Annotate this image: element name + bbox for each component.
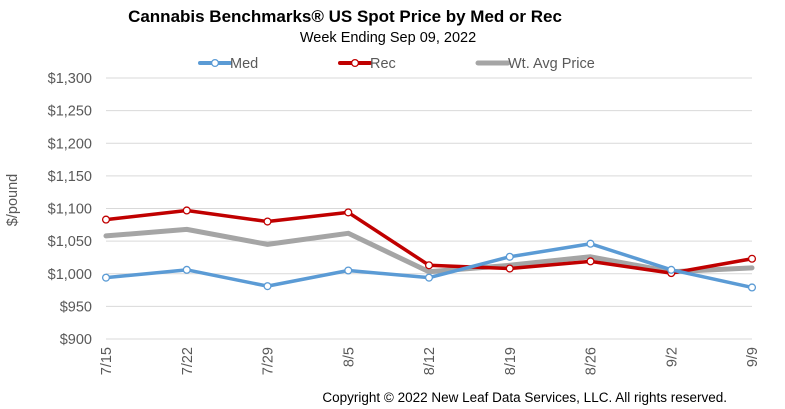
data-point-rec (505, 264, 514, 273)
chart-title: Cannabis Benchmarks® US Spot Price by Me… (128, 7, 562, 26)
y-tick-label: $1,050 (48, 234, 92, 250)
y-axis-title: $/pound (5, 174, 21, 226)
data-point-med (263, 282, 272, 291)
data-point-rec (344, 208, 353, 217)
y-axis-ticks: $900 $950 $1,000 $1,050 $1,100 $1,150 $1,200 $1… (48, 71, 92, 348)
x-tick-label: 7/22 (180, 347, 196, 375)
data-point-med (101, 273, 111, 282)
chart-subtitle: Week Ending Sep 09, 2022 (300, 30, 476, 46)
y-tick-label: $1,150 (48, 169, 92, 185)
legend-marker-rec (350, 58, 360, 68)
x-tick-label: 9/9 (745, 347, 761, 367)
y-tick-label: $900 (60, 332, 92, 348)
copyright-notice: Copyright © 2022 New Leaf Data Services,… (322, 390, 727, 405)
x-tick-label: 8/12 (422, 347, 438, 375)
y-tick-label: $1,200 (48, 136, 92, 152)
x-tick-label: 8/26 (584, 347, 600, 375)
data-point-med (586, 239, 595, 248)
y-tick-label: $1,000 (48, 267, 92, 283)
data-point-med (344, 266, 353, 275)
data-point-rec (182, 206, 191, 215)
x-tick-label: 8/5 (341, 347, 357, 367)
plot-series (101, 206, 757, 292)
legend: Med Rec Wt. Avg Price (198, 56, 595, 72)
data-point-rec (263, 217, 272, 226)
data-point-rec (424, 261, 434, 270)
x-tick-label: 8/19 (503, 347, 519, 375)
data-point-med (182, 265, 191, 274)
y-tick-label: $1,300 (48, 71, 92, 87)
x-axis-ticks: 7/15 7/22 7/29 8/5 8/12 8/19 8/26 9/2 9/9 (99, 347, 761, 375)
data-point-rec (586, 257, 595, 266)
y-tick-label: $950 (60, 299, 92, 315)
legend-marker-med (210, 58, 220, 68)
data-point-med (505, 252, 514, 261)
legend-label-rec: Rec (370, 56, 396, 72)
gridlines (106, 77, 752, 340)
series-line-wt-avg-price (103, 226, 755, 275)
y-tick-label: $1,100 (48, 202, 92, 218)
x-tick-label: 9/2 (664, 347, 680, 367)
data-point-med (747, 283, 757, 292)
legend-label-med: Med (230, 56, 258, 72)
data-point-rec (101, 215, 111, 224)
y-tick-label: $1,250 (48, 104, 92, 120)
data-point-rec (747, 254, 757, 263)
data-point-med (667, 265, 676, 274)
data-point-med (424, 273, 434, 282)
legend-label-wt-avg-price: Wt. Avg Price (508, 56, 595, 72)
x-tick-label: 7/15 (99, 347, 115, 375)
x-tick-label: 7/29 (261, 347, 277, 375)
